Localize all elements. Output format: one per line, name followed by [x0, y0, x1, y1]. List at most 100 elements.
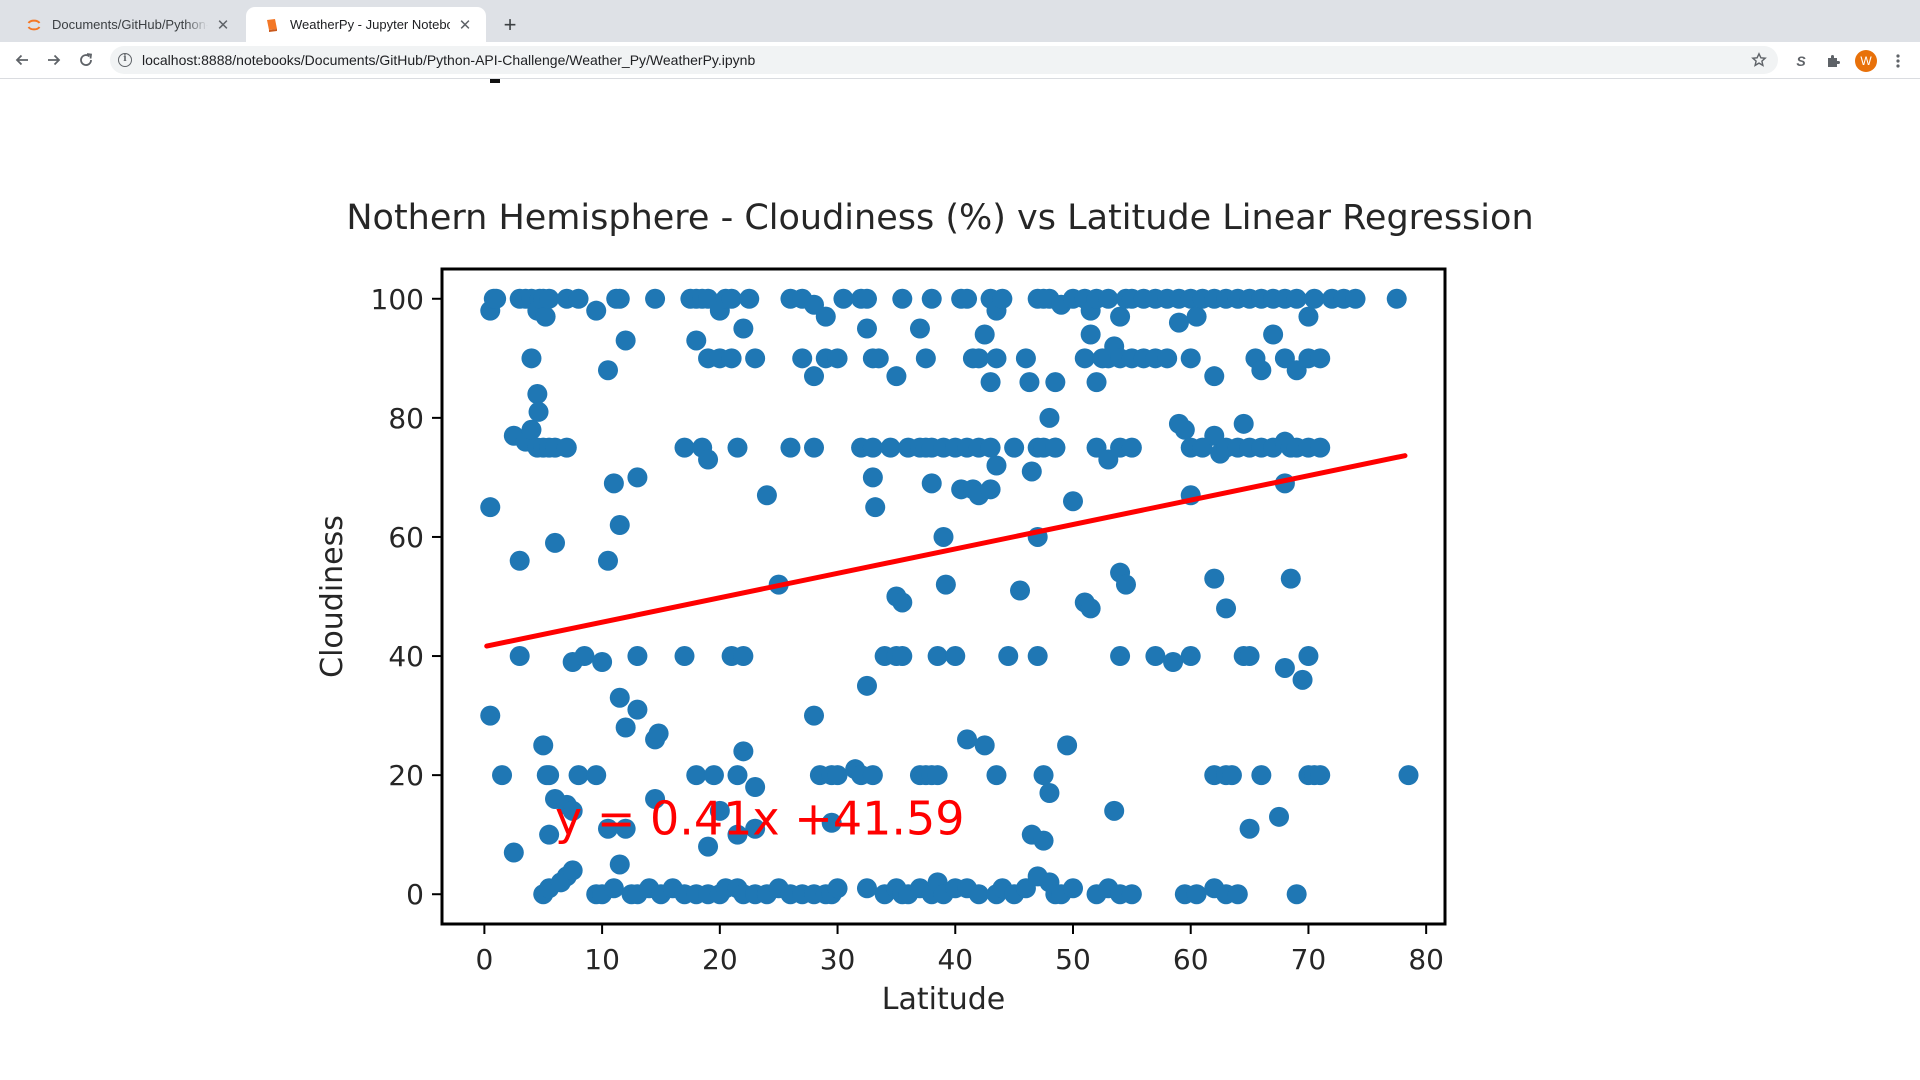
- scatter-point: [568, 288, 589, 309]
- scatter-point: [1186, 884, 1207, 905]
- scatter-point: [945, 646, 966, 667]
- extension-s-icon[interactable]: S: [1796, 53, 1806, 69]
- scatter-point: [615, 330, 636, 351]
- scatter-point: [686, 765, 707, 786]
- y-tick-label: 20: [388, 759, 424, 792]
- scatter-point: [562, 800, 583, 821]
- browser-tab-strip: Documents/GitHub/Python-API-Challenge/ ✕…: [0, 0, 1920, 42]
- scatter-point: [486, 288, 507, 309]
- scatter-point: [586, 300, 607, 321]
- y-tick-label: 0: [406, 878, 424, 911]
- scatter-point: [645, 788, 666, 809]
- scatter-point: [733, 741, 754, 762]
- url-text[interactable]: localhost:8888/notebooks/Documents/GitHu…: [142, 52, 756, 68]
- back-arrow-icon[interactable]: [10, 48, 34, 72]
- tab-documents[interactable]: Documents/GitHub/Python-API-Challenge/ ✕: [8, 7, 244, 42]
- y-tick-label: 100: [371, 283, 424, 316]
- scatter-point: [698, 836, 719, 857]
- scatter-point: [856, 675, 877, 696]
- scatter-point: [528, 401, 549, 422]
- scatter-point: [609, 515, 630, 536]
- y-axis-label: Cloudiness: [315, 515, 350, 678]
- close-tab-icon[interactable]: ✕: [216, 16, 230, 34]
- y-tick-label: 80: [388, 402, 424, 435]
- scatter-point: [627, 699, 648, 720]
- scatter-point: [1121, 884, 1142, 905]
- scatter-point: [562, 860, 583, 881]
- scatter-point: [927, 646, 948, 667]
- scatter-point: [727, 437, 748, 458]
- scatter-point: [856, 878, 877, 899]
- scatter-point: [1386, 288, 1407, 309]
- forward-arrow-icon[interactable]: [42, 48, 66, 72]
- scatter-point: [1004, 437, 1025, 458]
- scatter-point: [733, 646, 754, 667]
- scatter-point: [603, 878, 624, 899]
- scatter-point: [1204, 366, 1225, 387]
- reload-icon[interactable]: [74, 48, 98, 72]
- y-tick-label: 40: [388, 640, 424, 673]
- scatter-chart: Nothern Hemisphere - Cloudiness (%) vs L…: [315, 198, 1534, 1017]
- scatter-point: [592, 652, 613, 672]
- browser-menu-icon[interactable]: [1887, 50, 1909, 72]
- scatter-point: [915, 348, 936, 369]
- scatter-point: [1121, 437, 1142, 458]
- site-info-icon[interactable]: i: [118, 53, 132, 67]
- extensions-puzzle-icon[interactable]: [1822, 50, 1844, 72]
- scatter-point: [1251, 360, 1272, 381]
- scatter-point: [957, 288, 978, 309]
- scatter-point: [968, 348, 989, 369]
- scatter-point: [856, 318, 877, 339]
- jupyter-logo-icon: [27, 19, 41, 30]
- scatter-point: [827, 348, 848, 369]
- scatter-point: [980, 372, 1001, 393]
- scatter-point: [1027, 646, 1048, 667]
- scatter-point: [992, 288, 1013, 309]
- notebook-content: Nothern Hemisphere - Cloudiness (%) vs L…: [0, 79, 1920, 1080]
- scatter-point: [1310, 765, 1331, 786]
- close-tab-icon[interactable]: ✕: [458, 16, 472, 34]
- scatter-point: [627, 467, 648, 488]
- scatter-points: [480, 288, 1419, 905]
- x-tick-label: 40: [937, 943, 973, 976]
- scatter-point: [1045, 437, 1066, 458]
- scatter-point: [1080, 598, 1101, 619]
- x-tick-label: 10: [584, 943, 620, 976]
- plot-area-frame: [440, 267, 1447, 926]
- scatter-point: [862, 467, 883, 488]
- scatter-point: [648, 723, 669, 744]
- scatter-point: [1168, 312, 1189, 333]
- scatter-point: [974, 735, 995, 756]
- bookmark-star-icon[interactable]: [1748, 49, 1770, 71]
- scatter-point: [1110, 306, 1131, 327]
- scatter-point: [509, 550, 530, 571]
- scatter-point: [533, 735, 554, 756]
- scatter-point: [480, 705, 501, 726]
- scatter-point: [509, 646, 530, 667]
- scatter-point: [886, 366, 907, 387]
- scatter-point: [1269, 806, 1290, 827]
- scatter-point: [1233, 413, 1254, 434]
- scatter-point: [974, 324, 995, 345]
- scatter-point: [998, 646, 1019, 667]
- address-bar[interactable]: i localhost:8888/notebooks/Documents/Git…: [110, 46, 1778, 74]
- tab-weatherpy[interactable]: WeatherPy - Jupyter Notebook ✕: [246, 7, 486, 42]
- scatter-point: [1145, 646, 1166, 667]
- scatter-point: [1062, 491, 1083, 512]
- new-tab-button[interactable]: +: [503, 12, 517, 37]
- scatter-point: [933, 526, 954, 547]
- scatter-point: [709, 800, 730, 821]
- scatter-point: [957, 729, 978, 750]
- scatter-point: [609, 687, 630, 708]
- scatter-point: [539, 824, 560, 845]
- scatter-point: [1310, 437, 1331, 458]
- scatter-point: [892, 288, 913, 309]
- profile-avatar[interactable]: W: [1855, 50, 1877, 72]
- scatter-point: [804, 366, 825, 387]
- scatter-point: [535, 306, 556, 327]
- scatter-point: [1227, 884, 1248, 905]
- scatter-point: [927, 765, 948, 786]
- scatter-point: [1292, 669, 1313, 690]
- scatter-point: [1286, 288, 1307, 309]
- scatter-point: [792, 348, 813, 369]
